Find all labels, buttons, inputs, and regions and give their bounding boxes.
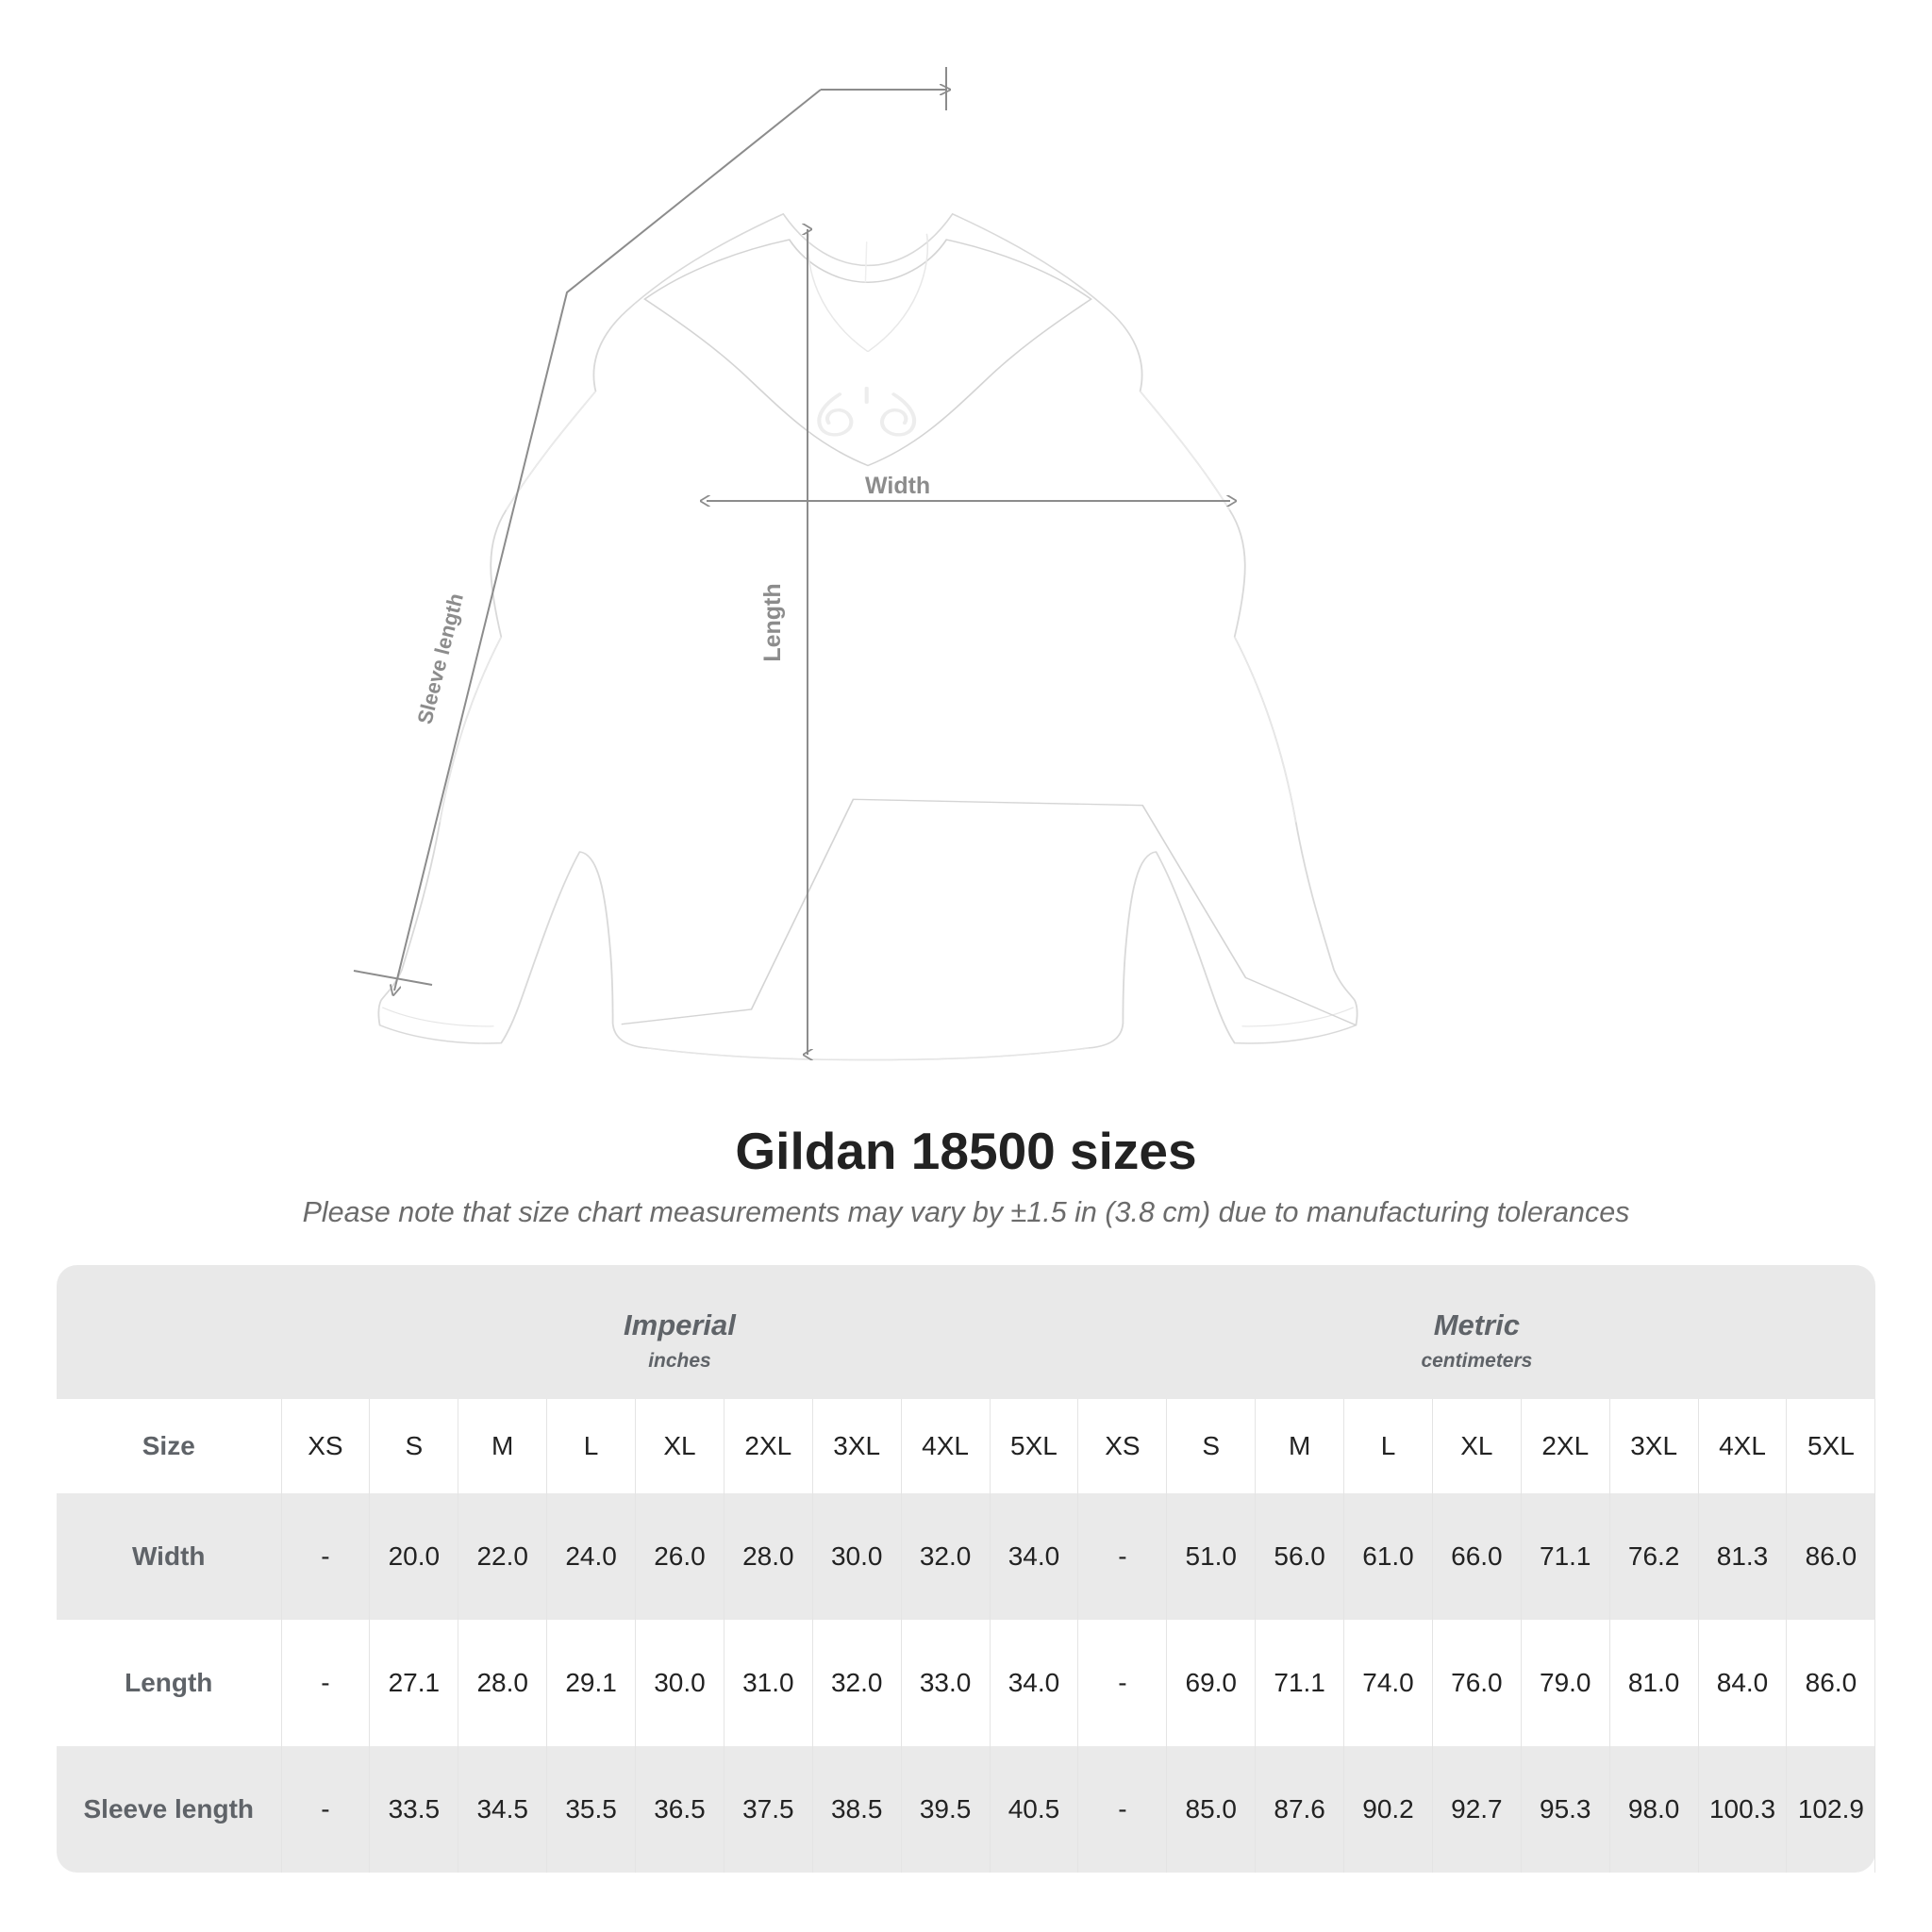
svg-text:Width: Width xyxy=(865,473,930,499)
svg-text:Sleeve length: Sleeve length xyxy=(412,591,468,726)
svg-text:Length: Length xyxy=(759,583,786,661)
